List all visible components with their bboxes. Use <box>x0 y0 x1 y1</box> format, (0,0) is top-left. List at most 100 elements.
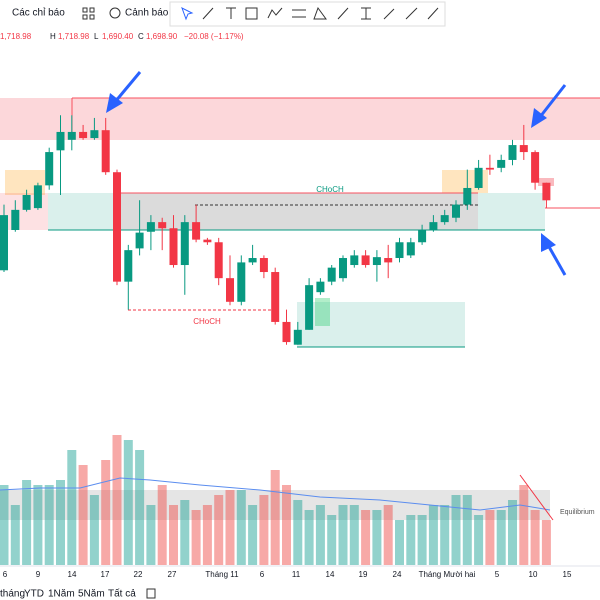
range-button[interactable]: YTD <box>24 589 44 600</box>
candle-body <box>282 321 291 343</box>
volume-bar <box>67 450 77 565</box>
x-tick-label: 22 <box>134 570 143 579</box>
candle-body <box>440 215 449 223</box>
volume-bar <box>259 495 269 565</box>
volume-bar <box>440 505 450 565</box>
candle-body <box>33 185 42 209</box>
volume-bar <box>236 490 246 565</box>
legend-text: 1,718.98 <box>58 32 90 41</box>
drawing-tools[interactable] <box>181 6 439 21</box>
candle-body <box>192 222 201 240</box>
candle-body <box>0 215 8 271</box>
volume-bar <box>180 500 190 565</box>
range-button[interactable]: 5Năm <box>78 589 105 600</box>
indicators-button[interactable]: Các chỉ báo <box>12 7 65 19</box>
candle-body <box>361 255 370 266</box>
volume-bar <box>22 480 32 565</box>
legend-text: 1,718.98 <box>0 32 32 41</box>
volume-bar <box>157 485 167 565</box>
candle-body <box>339 258 347 279</box>
range-button[interactable]: 1Năm <box>48 589 75 600</box>
legend-text: −20.08 (−1.17%) <box>184 32 244 41</box>
volume-bar <box>169 505 178 565</box>
candle-body <box>350 255 359 266</box>
volume-bar <box>451 495 461 565</box>
x-tick-label: 11 <box>292 570 301 579</box>
volume-bar <box>293 500 303 565</box>
volume-bar <box>191 510 201 565</box>
volume-bar <box>338 505 348 565</box>
candle-body <box>259 258 268 273</box>
volume-bar <box>541 520 551 565</box>
candle-body <box>237 262 246 302</box>
candle-body <box>101 130 110 173</box>
candle-body <box>124 250 133 282</box>
volume-bar <box>123 440 133 565</box>
calendar-icon[interactable] <box>146 588 156 599</box>
candle-body <box>531 152 540 183</box>
layout-icon[interactable] <box>82 7 95 20</box>
candle-body <box>406 242 415 256</box>
candle-body <box>485 167 494 170</box>
candle-body <box>22 194 31 210</box>
volume-ma <box>0 477 551 511</box>
ohlc-legend: 1,718.98 H 1,718.98 L 1,690.40 C 1,698.90 −20.0… <box>0 32 244 41</box>
candle-body <box>90 130 99 139</box>
x-tick-label: Tháng Mười hai <box>419 570 476 579</box>
x-tick-label: 15 <box>563 570 572 579</box>
volume-bar <box>56 480 65 565</box>
volume-bar <box>496 510 506 565</box>
alert-icon[interactable] <box>109 7 121 19</box>
legend-text: 1,690.40 <box>102 32 134 41</box>
volume-bar <box>519 485 529 565</box>
x-tick-label: 5 <box>495 570 500 579</box>
x-axis: 6 9 14 17 22 27 Tháng 11 6 11 14 19 24 Tháng Mười ha… <box>3 570 572 579</box>
candle-body <box>372 257 381 266</box>
candles <box>0 115 551 345</box>
candle-body <box>56 131 65 151</box>
arrow <box>519 474 554 521</box>
x-tick-label: 6 <box>3 570 8 579</box>
candle-body <box>203 239 212 243</box>
candle-body <box>214 242 223 279</box>
candle-body <box>180 222 189 266</box>
choch-label: CHoCH <box>316 185 344 194</box>
range-button[interactable]: Tất cả <box>108 588 136 600</box>
candle-body <box>519 145 528 153</box>
candle-body <box>11 209 20 230</box>
candle-body <box>146 222 155 232</box>
volume-bar <box>135 450 145 565</box>
choch-label: CHoCH <box>193 317 221 326</box>
candle-body <box>474 167 483 188</box>
candle-body <box>497 159 506 168</box>
candle-body <box>271 272 280 322</box>
candle-body <box>226 278 234 302</box>
x-tick-label: 14 <box>68 570 77 579</box>
legend-text: L <box>94 32 99 41</box>
volume-bar <box>395 520 404 565</box>
candle-body <box>395 242 404 259</box>
candle-body <box>45 152 54 186</box>
candle-body <box>327 267 336 282</box>
volume-bar <box>349 505 359 565</box>
alerts-button[interactable]: Cảnh báo <box>125 8 169 19</box>
arrows <box>106 71 567 276</box>
volume-bar <box>202 505 212 565</box>
candle-body <box>384 258 393 263</box>
volume-bar <box>214 495 224 565</box>
volume-bar <box>270 470 280 565</box>
volume-bar <box>327 515 337 565</box>
legend-text: H <box>50 32 56 41</box>
range-button[interactable]: tháng <box>0 589 25 600</box>
volume-bar <box>383 505 393 565</box>
candle-body <box>305 285 314 330</box>
volume-bar <box>361 510 371 565</box>
candle-body <box>418 230 427 243</box>
x-tick-label: 9 <box>36 570 41 579</box>
volume-bar <box>33 485 43 565</box>
equilibrium-label: Equilibrium <box>560 509 595 516</box>
candle-body <box>293 329 302 345</box>
candle-body <box>248 258 257 263</box>
volume-bar <box>146 505 156 565</box>
